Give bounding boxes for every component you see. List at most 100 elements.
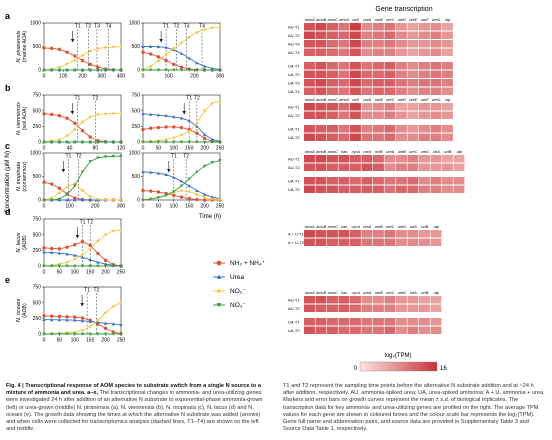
y-tick-label: 500 (33, 232, 42, 238)
x-tick-label: 0 (142, 146, 145, 152)
heatmap-cell (338, 185, 350, 193)
heatmap-cell (396, 155, 407, 163)
condition-label: UA-T1 (288, 63, 300, 68)
data-point-no3 (80, 140, 85, 144)
heatmap-cell (350, 155, 361, 163)
data-point-no3 (65, 332, 69, 336)
heatmap-cell (419, 31, 430, 39)
growth-charts: a N. piranensis (marine AOA) b N. viennensis… (5, 11, 224, 344)
heatmap-cell (304, 133, 315, 141)
heatmap-c: amoA amoB amoC hao cycA nxrA nxrB ureA ureB ureC u… (288, 150, 465, 193)
heatmap-cell (442, 40, 453, 48)
heatmap-cell (419, 296, 430, 304)
series-line-no2 (43, 113, 121, 143)
y-tick-label: 0 (38, 332, 41, 338)
heatmap-cell (338, 62, 350, 70)
heatmap-cell (396, 177, 407, 185)
heatmap-cell (407, 87, 419, 95)
heatmap-cell (419, 304, 430, 312)
heatmap-cell (442, 23, 453, 31)
heatmap-cell (396, 163, 407, 171)
timepoint-label: T1 (65, 154, 71, 160)
data-point-no3 (111, 154, 115, 158)
heatmap-cell (453, 185, 465, 193)
data-point-nh3 (80, 129, 85, 133)
addition-arrow-head (80, 303, 84, 307)
heatmap-cell (304, 48, 315, 56)
heatmap-cell (373, 163, 384, 171)
gene-label: ureD (398, 225, 406, 229)
heatmap-cell (327, 238, 338, 246)
data-point-urea (141, 170, 145, 174)
heatmap-cell (373, 48, 384, 56)
data-point-no2 (202, 27, 207, 32)
heatmap-cell (361, 230, 373, 238)
gene-label: amoB (316, 225, 326, 229)
heatmap-cell (350, 62, 361, 70)
heatmap-cell (304, 304, 315, 312)
data-point-nh3 (73, 121, 77, 125)
x-tick-label: 50 (156, 204, 162, 210)
y-tick-label: 1000 (129, 151, 140, 157)
data-point-no3 (103, 140, 108, 144)
data-point-no3 (111, 68, 115, 72)
figure-text-layer: Concentration (μM N) Time (h) Gene trans… (4, 6, 433, 220)
addition-arrow-head (159, 39, 163, 43)
timepoint-label: T1 (186, 96, 192, 102)
panel-letter-e: e (5, 275, 10, 285)
gene-label: urtB (421, 291, 428, 295)
data-point-no3 (65, 264, 69, 268)
data-point-no2 (96, 318, 100, 322)
series-line-nh3 (43, 113, 121, 143)
data-point-no2 (149, 64, 153, 68)
addition-arrow-head (75, 235, 80, 239)
heatmap-cell (338, 103, 350, 111)
data-point-no2 (179, 133, 184, 137)
data-point-no3 (42, 332, 46, 336)
data-point-no3 (50, 332, 54, 336)
data-point-nh3 (96, 251, 100, 256)
heatmap-cell (407, 318, 419, 326)
data-point-no3 (80, 170, 85, 174)
y-tick-label: 0 (38, 68, 41, 74)
data-point-no2 (111, 198, 115, 202)
series-line-no3 (44, 155, 121, 201)
heatmap-cell (384, 185, 396, 193)
heatmap-a: amoA amoB amoC amoX nirK ureA ureB ureC ureD ureE… (288, 18, 453, 95)
data-point-no3 (195, 140, 199, 144)
gene-label: urtA (433, 150, 440, 154)
data-point-nh3 (42, 46, 46, 50)
condition-label: UA-T2 (288, 328, 300, 333)
data-point-nh3 (73, 315, 77, 319)
data-point-no2 (73, 127, 77, 132)
heatmap-d: amoA amoB amoC hao cycA ureA ureB ureC ureD urtA u… (288, 225, 442, 246)
heatmap-cell (430, 111, 442, 119)
data-point-urea (73, 253, 77, 257)
heatmap-cell (430, 40, 442, 48)
heatmap-cell (396, 230, 407, 238)
data-point-no3 (172, 190, 176, 194)
timepoint-label: T2 (173, 24, 179, 30)
heatmap-title: Gene transcription (375, 6, 432, 13)
heatmap-cell (430, 177, 442, 185)
heatmap-cell (442, 79, 453, 87)
gene-label: amoB (316, 18, 326, 22)
heatmap-b: amoA amoB amoC amoX nirK ureA ureB ureC ureD ureE… (288, 98, 453, 141)
heatmap-cell (304, 79, 315, 87)
heatmap-cell (327, 87, 338, 95)
y-tick-label: 1000 (30, 151, 41, 157)
heatmap-cell (304, 103, 315, 111)
series-line-no2 (142, 26, 221, 71)
data-point-no3 (119, 68, 123, 72)
y-tick-label: 250 (132, 124, 141, 130)
data-point-no2 (172, 46, 176, 51)
heatmap-cell (384, 79, 396, 87)
x-tick-label: 150 (185, 204, 194, 210)
caption-right-body: T1 and T2 represent the sampling time po… (283, 383, 545, 433)
data-point-no2 (88, 324, 92, 329)
heatmap-cell (442, 133, 453, 141)
gene-label: utp (445, 98, 450, 102)
heatmap-cell (373, 87, 384, 95)
data-point-no3 (80, 68, 85, 72)
